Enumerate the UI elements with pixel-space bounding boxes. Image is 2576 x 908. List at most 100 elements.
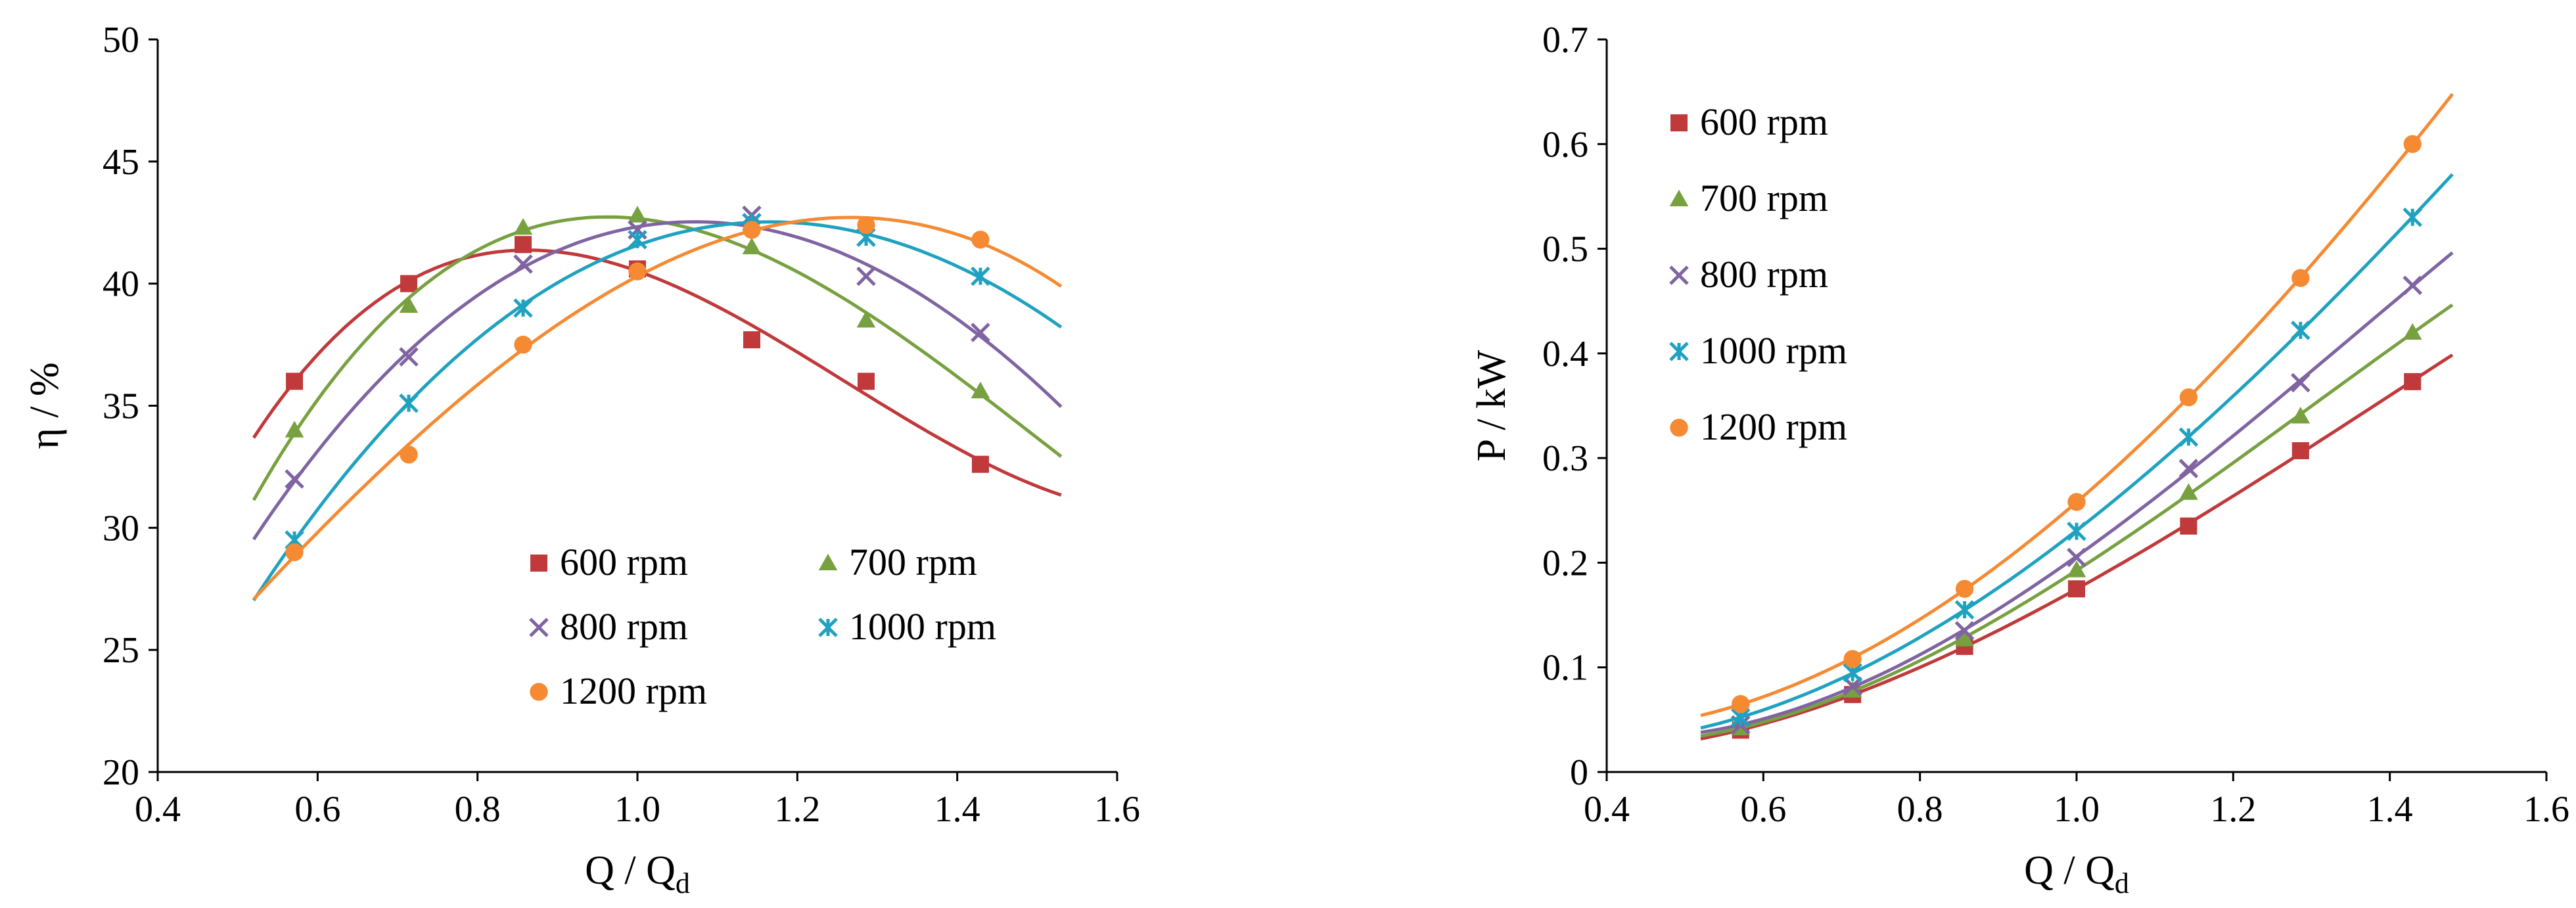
data-point [2404, 373, 2422, 390]
x-tick-label: 1.6 [1094, 789, 1140, 830]
legend-marker [818, 553, 838, 571]
y-axis-title: P / kW [1469, 350, 1514, 461]
data-point [856, 311, 876, 328]
data-point [2291, 269, 2310, 287]
data-point [856, 266, 876, 286]
y-tick-label: 0.5 [1542, 229, 1588, 270]
y-tick-label: 45 [103, 142, 139, 183]
trend-line [252, 220, 1063, 602]
x-axis-title-subscript: d [676, 867, 690, 899]
data-point [513, 298, 533, 318]
legend-label: 1200 rpm [560, 670, 707, 712]
x-tick-label: 1.0 [614, 789, 660, 830]
y-tick-label: 40 [103, 264, 139, 305]
data-point [2067, 560, 2086, 578]
y-tick-label: 0.6 [1542, 124, 1588, 165]
y-tick-label: 0.4 [1542, 334, 1588, 375]
data-point [742, 237, 762, 254]
x-tick-label: 0.4 [135, 789, 181, 830]
data-point [2180, 517, 2197, 535]
data-point [743, 331, 760, 349]
data-point [2291, 442, 2309, 459]
trend-line [252, 215, 1063, 501]
legend-entry: 1000 rpm [1669, 329, 1847, 372]
legend-entry: 600 rpm [1670, 101, 1828, 143]
data-point [1955, 629, 1974, 647]
x-tick-label: 1.0 [2054, 789, 2100, 830]
legend-marker [818, 618, 838, 637]
y-tick-label: 35 [103, 386, 139, 427]
data-point [971, 455, 989, 473]
data-point [1732, 694, 1750, 714]
y-tick-label: 0.7 [1542, 20, 1588, 60]
legend-label: 1200 rpm [1700, 405, 1847, 448]
trend-line [252, 248, 1062, 497]
legend-label: 800 rpm [560, 605, 688, 648]
series-600-rpm [1700, 353, 2454, 741]
x-axis-title-subscript: d [2115, 867, 2129, 899]
x-tick-label: 1.2 [774, 789, 820, 830]
legend-label: 1000 rpm [849, 605, 996, 648]
data-point [513, 217, 533, 235]
legend-entry: 1200 rpm [1670, 405, 1847, 448]
data-point [2178, 459, 2199, 478]
data-point [971, 381, 990, 399]
x-tick-label: 0.4 [1584, 789, 1630, 830]
y-tick-label: 0.2 [1542, 543, 1588, 583]
x-axis-title: Q / Qd [2024, 848, 2129, 899]
series-700-rpm [252, 206, 1063, 501]
legend-label: 700 rpm [849, 541, 977, 583]
data-point [2291, 407, 2311, 424]
y-tick-label: 20 [103, 752, 139, 793]
y-tick-label: 50 [103, 20, 139, 60]
data-point [1843, 650, 1862, 668]
legend-entry: 700 rpm [1669, 177, 1828, 219]
legend-marker [1669, 342, 1689, 361]
data-point [285, 420, 304, 438]
data-point [2067, 547, 2086, 568]
legend-marker [1670, 114, 1688, 131]
y-tick-label: 0.3 [1542, 438, 1588, 479]
y-tick-label: 0.1 [1542, 648, 1588, 689]
data-point [2403, 275, 2422, 296]
legend-entry: 700 rpm [818, 541, 977, 583]
x-tick-label: 0.8 [1897, 789, 1943, 830]
series-700-rpm [1700, 303, 2454, 738]
data-point [743, 221, 761, 239]
data-point [399, 347, 419, 367]
data-point [971, 266, 990, 286]
data-point [1954, 600, 1975, 620]
data-point [857, 373, 875, 390]
power-chart: 0 0.1 0.2 0.3 0.4 0.5 0.6 0.7 0.4 0.6 0.8 1.0 1.2 1.4… [1469, 20, 2569, 899]
data-point [628, 206, 647, 223]
data-point [285, 543, 304, 562]
y-tick-label: 25 [103, 630, 139, 671]
x-axis-title-main: Q / Q [585, 848, 676, 893]
x-tick-label: 1.4 [934, 789, 980, 830]
x-tick-label: 1.6 [2523, 789, 2569, 830]
series-1000-rpm [1700, 173, 2454, 730]
data-point [2403, 135, 2422, 153]
trend-line [1700, 251, 2454, 735]
x-axis-title-main: Q / Q [2024, 848, 2115, 893]
data-point [2403, 208, 2422, 227]
data-point [2291, 373, 2311, 393]
trend-line [252, 216, 1063, 601]
data-point [400, 445, 418, 464]
series-1000-rpm [252, 212, 1063, 602]
legend-entry: 1000 rpm [818, 605, 996, 648]
x-axis-title: Q / Qd [585, 848, 690, 899]
data-point [1843, 681, 1862, 698]
series-800-rpm [252, 205, 1063, 541]
data-point [515, 236, 532, 254]
trend-line [252, 220, 1063, 541]
legend-marker [1669, 265, 1689, 285]
x-tick-label: 0.6 [1740, 789, 1786, 830]
legend-label: 600 rpm [1700, 101, 1828, 143]
legend-label: 700 rpm [1700, 177, 1828, 219]
data-point [2068, 580, 2085, 598]
series-1200-rpm [252, 216, 1063, 601]
x-tick-label: 1.2 [2210, 789, 2256, 830]
legend-marker [530, 683, 548, 701]
data-point [2179, 388, 2198, 407]
